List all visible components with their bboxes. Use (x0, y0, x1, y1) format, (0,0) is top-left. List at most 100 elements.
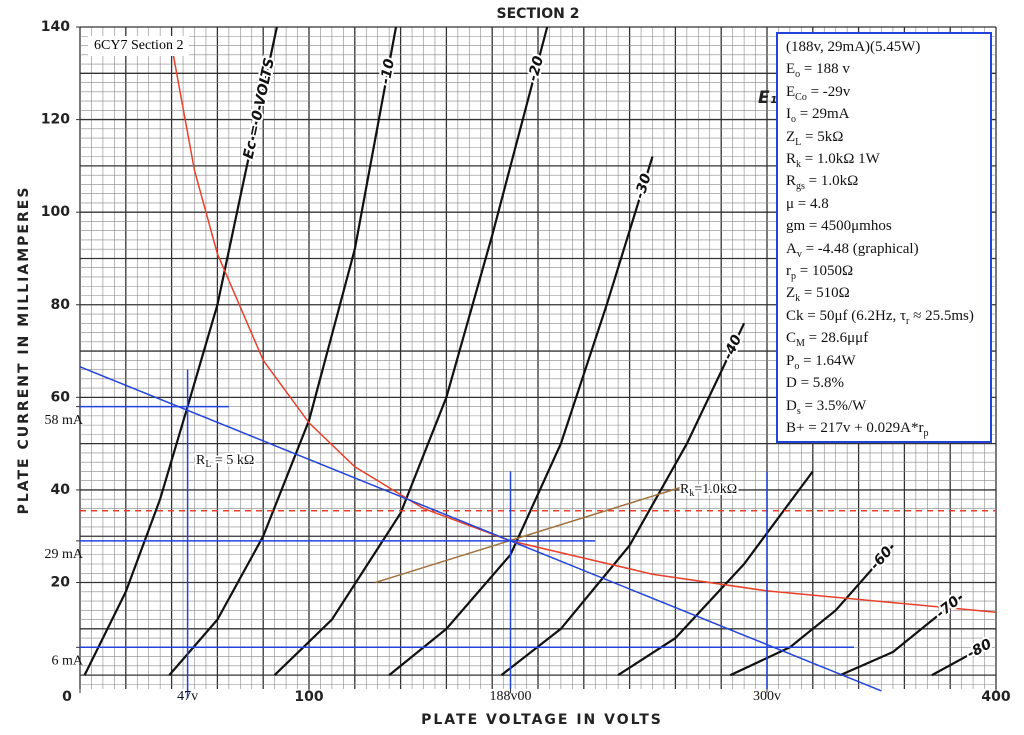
info-line: CM = 28.6μμf (786, 327, 982, 349)
info-line: (188v, 29mA)(5.45W) (786, 36, 982, 58)
curve-label: Ec = 0 VOLTS (241, 57, 278, 161)
text: R (786, 173, 797, 190)
subscript: Co (795, 91, 807, 103)
info-line: Io = 29mA (786, 103, 982, 125)
curve-label: -70 (933, 593, 963, 622)
series-line (375, 486, 681, 584)
text: D = 5.8% (786, 375, 845, 392)
label-part: k (689, 488, 694, 499)
y-tick-label: 140 (41, 19, 70, 35)
text: = 29mA (796, 106, 850, 123)
info-line: Rk = 1.0kΩ 1W (786, 148, 982, 170)
info-line: Ck = 50μf (6.2Hz, τr ≈ 25.5ms) (786, 305, 982, 327)
subscript: L (795, 136, 802, 148)
text: Z (786, 285, 796, 302)
info-line: rp = 1050Ω (786, 260, 982, 282)
info-line: Av = -4.48 (graphical) (786, 238, 982, 260)
subscript: k (796, 159, 802, 171)
x-tick-label: 47v (177, 689, 198, 704)
x-tick-label: 400 (981, 689, 1010, 705)
text: = 5kΩ (801, 128, 844, 145)
info-line: Rgs = 1.0kΩ (786, 170, 982, 192)
series-line (931, 641, 992, 677)
text: E (786, 61, 796, 78)
line-label: Rk=1.0kΩ (680, 482, 737, 499)
y-tick-label: 120 (41, 112, 70, 128)
text: I (786, 106, 791, 123)
y-tick-label: 20 (51, 575, 71, 591)
series-line (388, 156, 654, 676)
text: Ck = 50μf (6.2Hz, τ (786, 307, 907, 324)
text: gm = 4500μmhos (786, 218, 892, 235)
x-tick-label: 188v00 (490, 689, 532, 704)
text: A (786, 240, 797, 257)
y-tick-label: 60 (51, 389, 71, 405)
text: = 1.64W (799, 352, 856, 369)
text: = 3.5%/W (800, 397, 867, 414)
series-line (500, 322, 746, 676)
text: = 188 v (800, 61, 850, 78)
subscript: o (791, 114, 796, 126)
text: Z (786, 128, 796, 145)
subscript: r (906, 315, 910, 327)
series-line (273, 26, 549, 676)
marks (79, 26, 997, 699)
info-line: Ds = 3.5%/W (786, 395, 982, 417)
curve-label: -20 (525, 54, 547, 83)
text: C (786, 330, 797, 347)
text: D (786, 397, 797, 414)
info-line: Zk = 510Ω (786, 282, 982, 304)
info-line: D = 5.8% (786, 372, 982, 394)
text: = -4.48 (graphical) (801, 240, 919, 257)
subtitle: 6CY7 Section 2 (88, 36, 190, 56)
text: B+ = 217v + 0.029A*r (786, 419, 924, 436)
subscript: o (794, 360, 800, 372)
y-tick-label: 29 mA (45, 547, 84, 562)
line-label: RL = 5 kΩ (196, 453, 254, 470)
subscript: o (795, 69, 801, 81)
label-part: =1.0kΩ (694, 482, 737, 497)
subscript: s (796, 405, 801, 417)
y-tick-label: 100 (41, 204, 70, 220)
y-tick-label: 6 mA (52, 654, 84, 669)
subscript: v (796, 248, 802, 260)
subscript: k (795, 293, 801, 305)
info-line: μ = 4.8 (786, 193, 982, 215)
chart-title: SECTION 2 (497, 6, 580, 22)
series-line (170, 45, 997, 613)
info-line: gm = 4500μmhos (786, 215, 982, 237)
text: E (786, 83, 796, 100)
series-line (839, 595, 963, 677)
y-tick-label: 40 (51, 482, 71, 498)
y-axis-label: PLATE CURRENT IN MILLIAMPERES (16, 186, 32, 515)
series-line (617, 470, 814, 677)
subscript: p (923, 427, 929, 439)
text: P (786, 352, 795, 369)
series-line (168, 26, 398, 676)
info-line: ZL = 5kΩ (786, 126, 982, 148)
info-line: Po = 1.64W (786, 350, 982, 372)
info-line: B+ = 217v + 0.029A*rp (786, 417, 982, 439)
text: r (786, 263, 791, 280)
text: = 1050Ω (796, 263, 854, 280)
curve-label: -10 (378, 57, 398, 85)
y-tick-label: 58 mA (45, 413, 84, 428)
x-axis-label: PLATE VOLTAGE IN VOLTS (421, 712, 663, 728)
text: = -29v (806, 83, 851, 100)
series-line (79, 366, 882, 692)
text: = 510Ω (800, 285, 850, 302)
info-line: ECo = -29v (786, 81, 982, 103)
corner-label: E₁ (758, 88, 777, 108)
series-line (729, 544, 894, 677)
x-tick-label: 0 (62, 689, 72, 705)
text: (188v, 29mA)(5.45W) (786, 39, 921, 55)
x-tick-label: 300v (753, 689, 781, 704)
curve-label: -40 (720, 332, 745, 362)
label-part: L (205, 459, 211, 470)
text: = 1.0kΩ (804, 173, 859, 190)
label-part: R (680, 482, 690, 497)
text: ≈ 25.5ms) (909, 307, 974, 324)
subscript: M (796, 338, 805, 350)
text: μ = 4.8 (786, 195, 829, 212)
